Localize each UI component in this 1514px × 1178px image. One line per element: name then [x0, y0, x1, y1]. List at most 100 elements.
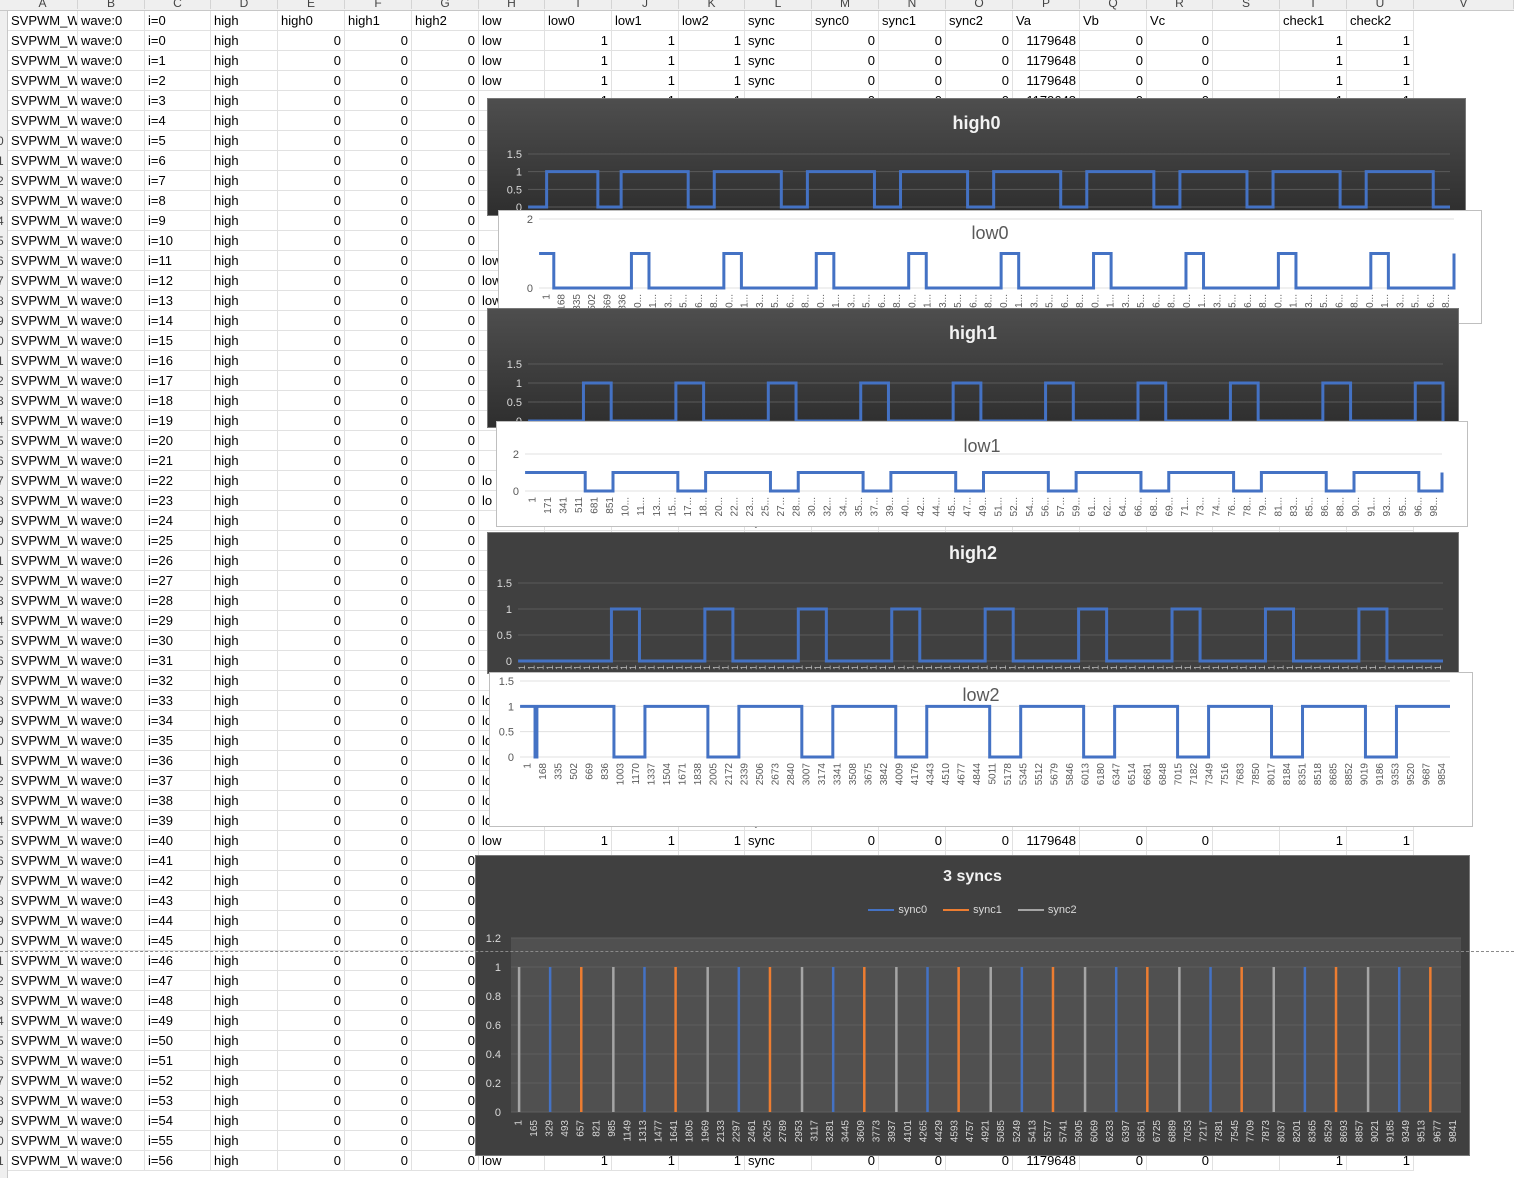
cell-g[interactable]: 0 [412, 871, 479, 891]
cell-e[interactable]: 0 [278, 491, 345, 511]
cell-d[interactable]: high [211, 1071, 278, 1091]
cell-c[interactable]: i=23 [145, 491, 211, 511]
cell-g[interactable]: 0 [412, 231, 479, 251]
cell-d[interactable]: high [211, 891, 278, 911]
cell-d[interactable]: high [211, 151, 278, 171]
cell-d[interactable]: high [211, 211, 278, 231]
cell-d[interactable]: high [211, 731, 278, 751]
cell-d[interactable]: high [211, 1111, 278, 1131]
cell-c[interactable]: i=21 [145, 451, 211, 471]
cell-f[interactable]: 0 [345, 1111, 412, 1131]
cell-g[interactable]: 0 [412, 831, 479, 851]
cell-c[interactable]: i=24 [145, 511, 211, 531]
cell-i[interactable]: low0 [545, 11, 612, 31]
cell-q[interactable]: 0 [1080, 1151, 1147, 1171]
column-letter-d[interactable]: D [211, 0, 278, 9]
cell-a[interactable]: SVPWM_W [8, 491, 78, 511]
cell-f[interactable]: 0 [345, 91, 412, 111]
cell-g[interactable]: 0 [412, 391, 479, 411]
cell-f[interactable]: 0 [345, 231, 412, 251]
cell-a[interactable]: SVPWM_W [8, 1151, 78, 1171]
cell-b[interactable]: wave:0 [78, 551, 145, 571]
cell-q[interactable]: 0 [1080, 831, 1147, 851]
row-number[interactable]: 6 [0, 654, 4, 668]
cell-e[interactable]: high0 [278, 11, 345, 31]
cell-f[interactable]: 0 [345, 931, 412, 951]
cell-t[interactable]: 1 [1280, 831, 1347, 851]
cell-g[interactable]: 0 [412, 971, 479, 991]
cell-b[interactable]: wave:0 [78, 431, 145, 451]
cell-d[interactable]: high [211, 571, 278, 591]
cell-e[interactable]: 0 [278, 171, 345, 191]
cell-f[interactable]: 0 [345, 611, 412, 631]
column-letter-j[interactable]: J [612, 0, 679, 9]
cell-l[interactable]: sync [745, 31, 812, 51]
cell-b[interactable]: wave:0 [78, 631, 145, 651]
cell-b[interactable]: wave:0 [78, 31, 145, 51]
cell-c[interactable]: i=29 [145, 611, 211, 631]
cell-f[interactable]: 0 [345, 791, 412, 811]
cell-d[interactable]: high [211, 1131, 278, 1151]
cell-c[interactable]: i=20 [145, 431, 211, 451]
cell-u[interactable]: check2 [1347, 11, 1414, 31]
cell-m[interactable]: 0 [812, 51, 879, 71]
cell-a[interactable]: SVPWM_W [8, 151, 78, 171]
cell-g[interactable]: 0 [412, 71, 479, 91]
cell-g[interactable]: 0 [412, 31, 479, 51]
cell-a[interactable]: SVPWM_W [8, 1111, 78, 1131]
cell-c[interactable]: i=32 [145, 671, 211, 691]
cell-h[interactable]: low [479, 1151, 545, 1171]
cell-a[interactable]: SVPWM_W [8, 91, 78, 111]
cell-g[interactable]: 0 [412, 611, 479, 631]
cell-a[interactable]: SVPWM_W [8, 471, 78, 491]
cell-o[interactable]: 0 [946, 31, 1013, 51]
cell-b[interactable]: wave:0 [78, 991, 145, 1011]
chart-high0[interactable]: high0 1.510.5011111111111111111111111111… [487, 98, 1466, 216]
cell-o[interactable]: 0 [946, 831, 1013, 851]
cell-g[interactable]: high2 [412, 11, 479, 31]
column-letter-n[interactable]: N [879, 0, 946, 9]
cell-c[interactable]: i=47 [145, 971, 211, 991]
cell-c[interactable]: i=56 [145, 1151, 211, 1171]
cell-f[interactable]: 0 [345, 911, 412, 931]
row-number[interactable]: 9 [0, 714, 4, 728]
cell-u[interactable]: 1 [1347, 1151, 1414, 1171]
row-number[interactable]: 8 [0, 294, 4, 308]
cell-r[interactable]: 0 [1147, 1151, 1213, 1171]
row-number[interactable]: 7 [0, 1074, 4, 1088]
cell-b[interactable]: wave:0 [78, 691, 145, 711]
cell-f[interactable]: 0 [345, 451, 412, 471]
cell-d[interactable]: high [211, 111, 278, 131]
cell-b[interactable]: wave:0 [78, 771, 145, 791]
cell-a[interactable]: SVPWM_W [8, 271, 78, 291]
cell-c[interactable]: i=37 [145, 771, 211, 791]
cell-a[interactable]: SVPWM_W [8, 211, 78, 231]
cell-f[interactable]: 0 [345, 1091, 412, 1111]
row-number[interactable]: 8 [0, 694, 4, 708]
cell-a[interactable]: SVPWM_W [8, 551, 78, 571]
legend-item-sync0[interactable]: sync0 [868, 904, 927, 916]
cell-m[interactable]: sync0 [812, 11, 879, 31]
cell-e[interactable]: 0 [278, 351, 345, 371]
cell-g[interactable]: 0 [412, 51, 479, 71]
cell-e[interactable]: 0 [278, 1131, 345, 1151]
cell-b[interactable]: wave:0 [78, 751, 145, 771]
cell-f[interactable]: 0 [345, 411, 412, 431]
cell-l[interactable]: sync [745, 71, 812, 91]
cell-c[interactable]: i=43 [145, 891, 211, 911]
cell-b[interactable]: wave:0 [78, 971, 145, 991]
cell-g[interactable]: 0 [412, 1051, 479, 1071]
cell-d[interactable]: high [211, 11, 278, 31]
cell-a[interactable]: SVPWM_W [8, 771, 78, 791]
cell-f[interactable]: 0 [345, 631, 412, 651]
cell-g[interactable]: 0 [412, 131, 479, 151]
cell-t[interactable]: 1 [1280, 51, 1347, 71]
cell-f[interactable]: 0 [345, 351, 412, 371]
row-number[interactable]: 5 [0, 834, 4, 848]
cell-i[interactable]: 1 [545, 71, 612, 91]
cell-b[interactable]: wave:0 [78, 191, 145, 211]
cell-e[interactable]: 0 [278, 211, 345, 231]
cell-a[interactable]: SVPWM_W [8, 971, 78, 991]
legend-item-sync1[interactable]: sync1 [943, 904, 1002, 916]
cell-m[interactable]: 0 [812, 831, 879, 851]
